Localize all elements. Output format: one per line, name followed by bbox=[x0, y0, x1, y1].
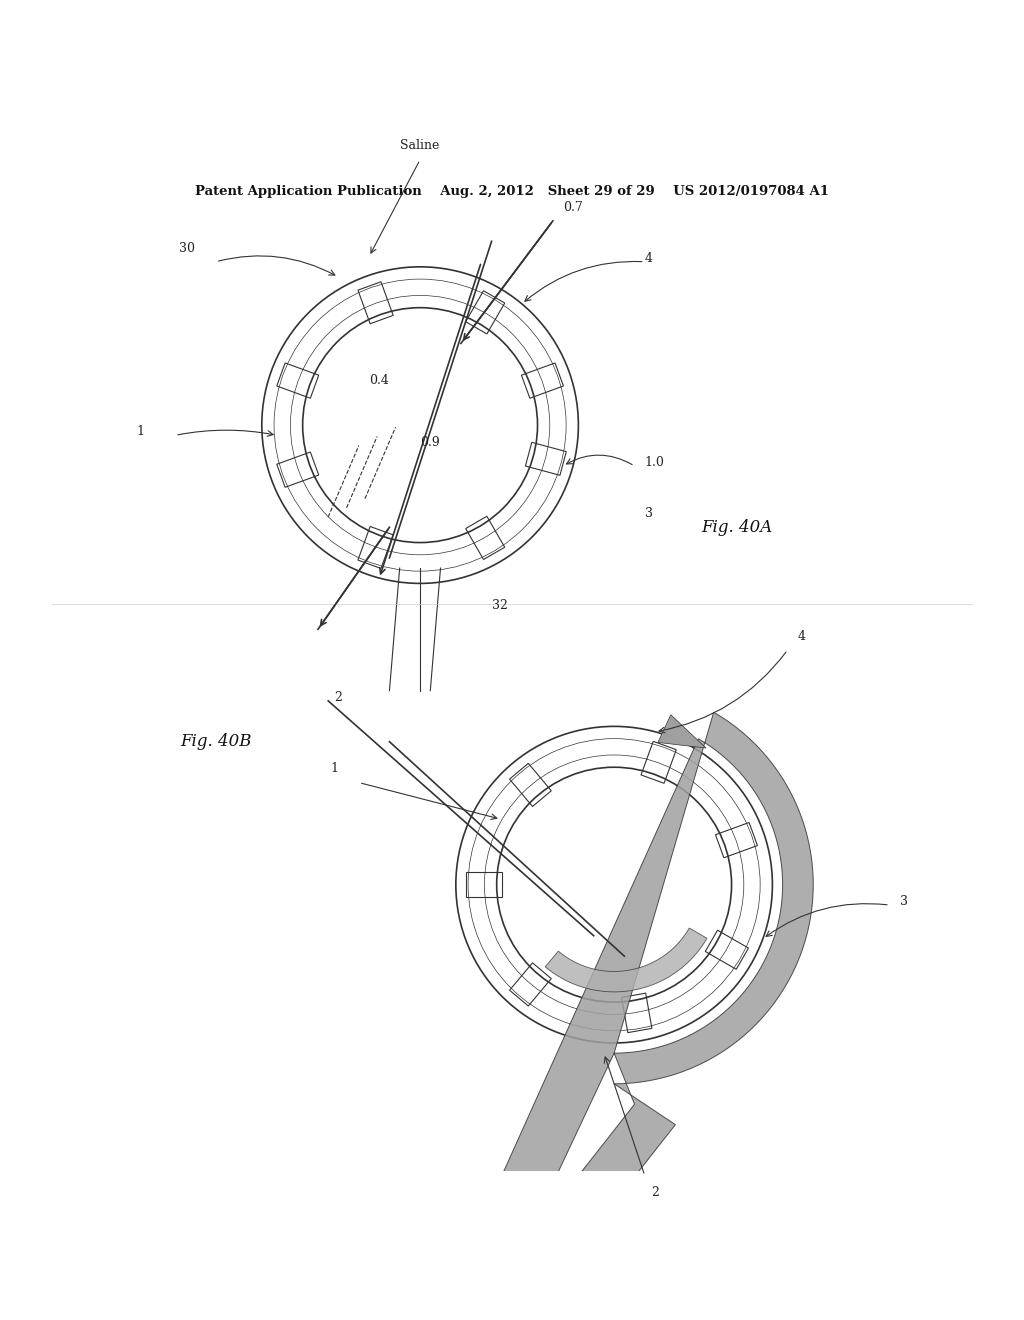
Text: Patent Application Publication    Aug. 2, 2012   Sheet 29 of 29    US 2012/01970: Patent Application Publication Aug. 2, 2… bbox=[195, 185, 829, 198]
Text: 3: 3 bbox=[645, 507, 652, 520]
Text: 2: 2 bbox=[651, 1187, 658, 1199]
Text: Saline: Saline bbox=[400, 140, 439, 152]
Text: 3: 3 bbox=[900, 895, 908, 908]
Polygon shape bbox=[657, 714, 706, 748]
Text: Fig. 40A: Fig. 40A bbox=[701, 519, 772, 536]
Text: 1: 1 bbox=[136, 425, 144, 438]
Polygon shape bbox=[410, 713, 813, 1320]
Text: 30: 30 bbox=[179, 242, 196, 255]
Text: 2: 2 bbox=[335, 690, 342, 704]
Text: 0.4: 0.4 bbox=[370, 375, 389, 387]
Text: 32: 32 bbox=[492, 599, 508, 612]
Text: 4: 4 bbox=[645, 252, 652, 265]
Text: 4: 4 bbox=[798, 630, 806, 643]
Text: 0.9: 0.9 bbox=[421, 436, 440, 449]
Text: 1: 1 bbox=[331, 763, 338, 775]
Text: 0.7: 0.7 bbox=[563, 201, 583, 214]
Text: Fig. 40B: Fig. 40B bbox=[180, 733, 252, 750]
Text: 1.0: 1.0 bbox=[645, 455, 665, 469]
Polygon shape bbox=[545, 928, 707, 991]
